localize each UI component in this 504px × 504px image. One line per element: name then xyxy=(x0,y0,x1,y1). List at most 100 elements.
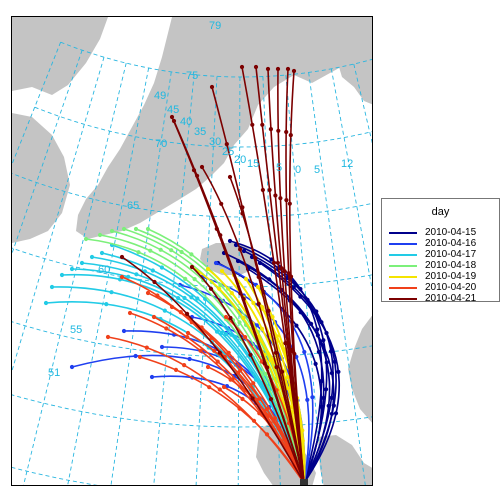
graticule-meridian xyxy=(67,67,150,485)
trajectory-point xyxy=(99,250,105,256)
trajectory-point xyxy=(298,294,303,299)
trajectory-point xyxy=(266,308,271,313)
trajectory-point xyxy=(321,395,326,401)
trajectory-point xyxy=(133,226,139,232)
trajectory-point xyxy=(217,350,222,355)
parallel-label: 51 xyxy=(48,367,60,379)
trajectory-point xyxy=(251,300,256,306)
trajectory-point xyxy=(265,66,271,72)
legend-swatch xyxy=(389,286,417,289)
legend-label: 2010-04-19 xyxy=(425,271,477,282)
trajectory-point xyxy=(97,232,103,238)
legend: day 2010-04-15 2010-04-16 2010-04-17 201… xyxy=(381,198,500,304)
trajectory-point xyxy=(137,354,143,360)
meridian-label: 0 xyxy=(295,164,301,176)
meridian-label: 20 xyxy=(234,154,246,166)
trajectory-point xyxy=(189,264,195,270)
trajectory-point xyxy=(224,142,229,147)
trajectory-line xyxy=(237,260,331,484)
graticule-meridian xyxy=(153,74,195,485)
trajectory-point xyxy=(326,403,331,408)
legend-label: 2010-04-16 xyxy=(425,238,477,249)
graticule-parallel xyxy=(12,247,372,288)
trajectory-point xyxy=(158,247,163,252)
trajectory-point xyxy=(291,68,297,74)
trajectory-point xyxy=(183,276,188,281)
parallel-label: 65 xyxy=(127,200,139,212)
graticule-meridian xyxy=(330,68,372,291)
trajectory-point xyxy=(218,282,223,288)
trajectory-point xyxy=(257,411,262,416)
trajectory-point xyxy=(319,404,324,409)
legend-swatch xyxy=(389,242,417,245)
trajectory-point xyxy=(224,332,229,337)
trajectory-point xyxy=(229,291,234,296)
trajectory-point xyxy=(152,279,157,285)
trajectory-point xyxy=(217,286,222,291)
legend-label: 2010-04-18 xyxy=(425,260,477,271)
trajectory-point xyxy=(192,277,197,282)
trajectory-point xyxy=(176,296,181,301)
trajectory-point xyxy=(300,438,305,443)
trajectory-line xyxy=(277,68,305,484)
trajectory-point xyxy=(233,242,239,248)
trajectory-point xyxy=(182,295,187,301)
legend-swatch xyxy=(389,297,417,300)
trajectory-point xyxy=(69,266,75,272)
meridian-label: 12 xyxy=(341,158,353,170)
trajectory-point xyxy=(109,290,114,295)
trajectory-point xyxy=(250,122,255,127)
trajectory-point xyxy=(310,395,315,400)
source-marker xyxy=(300,479,308,485)
land-masses xyxy=(12,17,372,485)
trajectory-point xyxy=(285,375,290,380)
trajectory-point xyxy=(198,348,203,353)
trajectory-point xyxy=(159,344,165,350)
trajectory-point xyxy=(280,369,285,374)
trajectory-point xyxy=(276,128,281,133)
trajectory-point xyxy=(284,198,289,203)
graticule-meridian xyxy=(12,57,105,373)
trajectory-point xyxy=(171,118,177,124)
trajectory-point xyxy=(145,226,151,232)
legend-swatch xyxy=(389,275,417,278)
trajectory-line xyxy=(121,256,305,484)
trajectory-point xyxy=(266,413,271,418)
meridian-label: 5 xyxy=(276,162,282,174)
trajectory-point xyxy=(315,333,320,338)
legend-item: 2010-04-15 xyxy=(389,227,476,238)
trajectory-line xyxy=(191,266,305,484)
trajectory-point xyxy=(256,301,261,306)
trajectory-point xyxy=(136,250,141,255)
trajectory-point xyxy=(104,302,109,307)
trajectory-point xyxy=(321,338,326,343)
trajectory-point xyxy=(271,260,277,265)
trajectory-point xyxy=(228,315,233,321)
legend-title: day xyxy=(431,206,450,218)
trajectory-point xyxy=(253,256,258,261)
trajectory-point xyxy=(324,360,329,365)
trajectory-map: 79 75 49 45 40 35 30 25 20 15 5 0 5 12 70 65 60 55 51 xyxy=(11,16,373,486)
trajectory-point xyxy=(268,397,274,402)
trajectory-point xyxy=(59,272,65,278)
trajectory-point xyxy=(83,236,89,242)
meridian-label: 15 xyxy=(247,158,259,170)
trajectory-point xyxy=(227,238,233,244)
trajectory-point xyxy=(195,296,200,301)
legend-item: 2010-04-16 xyxy=(389,238,476,249)
meridian-label: 5 xyxy=(314,164,320,176)
land-greenland xyxy=(76,17,372,239)
land-greenland-east xyxy=(334,17,372,105)
trajectory-point xyxy=(173,367,179,372)
trajectory-point xyxy=(169,114,175,120)
trajectory-point xyxy=(275,260,280,265)
trajectory-point xyxy=(275,66,281,72)
trajectory-point xyxy=(269,257,274,262)
trajectory-point xyxy=(267,187,272,193)
parallel-label: 55 xyxy=(70,324,82,336)
trajectory-point xyxy=(260,122,265,127)
meridian-label: 79 xyxy=(209,20,221,32)
trajectory-line xyxy=(201,166,305,484)
graticule-parallel xyxy=(34,106,372,148)
trajectory-point xyxy=(223,314,229,320)
